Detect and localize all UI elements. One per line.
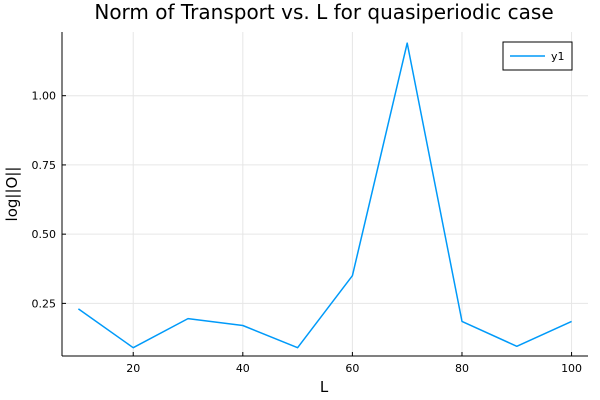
y-ticks: 0.25 0.50 0.75 1.00 (32, 90, 66, 310)
x-tick-label: 40 (236, 362, 250, 375)
series-group (77, 42, 572, 349)
legend: y1 (502, 41, 573, 71)
y-tick-label: 0.50 (32, 228, 57, 241)
y-tick-label: 0.75 (32, 159, 57, 172)
x-tick-label: 60 (345, 362, 359, 375)
y-tick-label: 1.00 (32, 90, 57, 103)
chart-title: Norm of Transport vs. L for quasiperiodi… (94, 0, 553, 24)
x-axis-label: L (320, 378, 329, 396)
y-axis-label: log||O|| (3, 167, 21, 222)
x-tick-label: 20 (126, 362, 140, 375)
legend-label: y1 (551, 50, 565, 63)
x-ticks: 20 40 60 80 100 (126, 352, 582, 375)
grid (62, 32, 588, 356)
x-tick-label: 100 (561, 362, 582, 375)
x-tick-label: 80 (455, 362, 469, 375)
series-line-y1 (77, 42, 572, 349)
y-tick-label: 0.25 (32, 297, 57, 310)
axes (61, 32, 588, 357)
